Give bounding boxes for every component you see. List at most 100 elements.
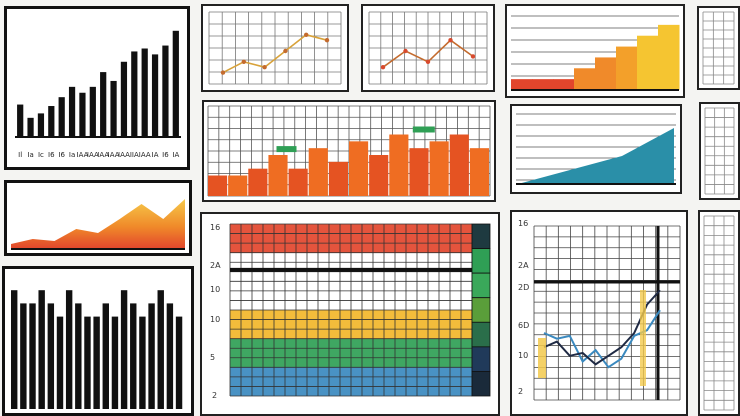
p10-side-cell xyxy=(471,223,491,249)
p1-tick-label: IAA xyxy=(97,151,109,159)
p6-bar xyxy=(228,175,248,196)
p6-marker xyxy=(276,146,297,153)
p9-bar xyxy=(75,303,82,409)
multi-line-panel: 16 2A 2D 6D 10 2 xyxy=(510,210,688,416)
p1-tick-label: I6 xyxy=(58,151,65,159)
p4-step xyxy=(595,57,617,90)
line-chart-small-a xyxy=(208,11,342,85)
p9-bar xyxy=(175,316,183,409)
p1-bar xyxy=(27,117,34,137)
p1-tick-label: Ia xyxy=(69,151,75,159)
line-y-label: 2 xyxy=(518,387,524,396)
p1-tick-label: Il xyxy=(18,151,22,159)
p1-bar xyxy=(68,86,76,137)
p1-bar xyxy=(100,72,107,137)
blue-area-chart xyxy=(516,113,676,185)
p1-bar xyxy=(141,48,148,137)
p3-svg-point xyxy=(380,65,386,70)
band-grid xyxy=(229,223,491,397)
p2-svg-line xyxy=(222,33,328,74)
p1-tick-label: I6 xyxy=(48,151,55,159)
p1-tick-label: IAA xyxy=(77,151,89,159)
grid-panel-far-right-bottom xyxy=(698,210,740,416)
p1-bar xyxy=(151,54,159,137)
p1-bar xyxy=(79,92,86,137)
multi-line-chart xyxy=(533,225,681,401)
p11-highlight xyxy=(538,338,546,378)
p9-bar xyxy=(47,303,55,409)
p1-tick-label: IIA xyxy=(130,151,139,159)
p1-bar xyxy=(120,61,128,137)
band-grid-panel: 16 2A 10 10 5 2 xyxy=(200,212,500,416)
p9-bar xyxy=(139,316,146,409)
p10-side-cell xyxy=(471,321,491,348)
band-y-label: 16 xyxy=(210,223,221,232)
p1-tick-label: I6 xyxy=(162,151,169,159)
p6-bar xyxy=(469,148,489,196)
p4-step xyxy=(658,24,680,90)
grid-panel-far-right-top xyxy=(697,6,740,90)
bar-chart-panel-top-left: Il Ia Ic I6 I6 Ia IAA IAA IAA IAA IAA IIA IAA IA I6 IA xyxy=(4,6,190,170)
p6-bar xyxy=(288,168,308,196)
stepped-area-chart-top xyxy=(511,15,680,91)
p2-svg-point xyxy=(283,48,288,54)
histogram-center xyxy=(207,105,491,197)
p1-bar xyxy=(131,51,138,138)
p9-bar xyxy=(65,290,73,409)
p4-step xyxy=(511,79,533,90)
bar-chart-bottom-left xyxy=(11,290,183,409)
p1-tick-label: IAA xyxy=(118,151,130,159)
grid-panel-far-right-middle xyxy=(699,102,740,200)
p6-bar xyxy=(409,148,429,196)
p9-bar xyxy=(38,290,45,409)
p4-step xyxy=(532,79,554,90)
p1-tick-label: IA xyxy=(152,151,159,159)
p9-bar xyxy=(11,290,18,409)
p1-bar xyxy=(58,97,65,137)
p10-side-cell xyxy=(471,346,491,372)
p3-svg-point xyxy=(470,54,476,59)
p1-tick-label: IAA xyxy=(108,151,120,159)
p9-bar xyxy=(166,303,174,409)
p6-bar xyxy=(389,134,409,196)
p9-bar xyxy=(148,303,155,409)
p6-bar xyxy=(449,134,469,196)
band-y-label: 2A xyxy=(210,261,221,270)
p9-bar xyxy=(130,303,137,409)
p1-bar xyxy=(162,45,169,137)
p4-step xyxy=(637,35,659,90)
p6-bar xyxy=(328,161,348,196)
p4-step xyxy=(553,79,575,90)
p8-area xyxy=(11,199,185,249)
p6-marker xyxy=(412,126,435,133)
p6-bar xyxy=(308,148,328,196)
line-y-label: 2A xyxy=(518,261,529,270)
p1-tick-label: IAA xyxy=(139,151,151,159)
p3-svg-point xyxy=(425,59,431,64)
p3-svg-point xyxy=(448,38,453,43)
line-y-label: 10 xyxy=(518,351,529,360)
p10-side-cell xyxy=(471,272,491,299)
band-y-label: 10 xyxy=(210,285,221,294)
p6-bar xyxy=(248,168,268,196)
grid-far-right-bottom xyxy=(703,215,735,411)
stepped-area-panel-top xyxy=(505,4,685,98)
p9-bar xyxy=(120,290,128,409)
p9-bar xyxy=(111,316,119,409)
p1-bar xyxy=(17,104,24,137)
grid-far-right-middle xyxy=(704,107,735,195)
p2-svg-point xyxy=(262,65,267,70)
band-y-label: 10 xyxy=(210,315,221,324)
p6-bar xyxy=(369,155,389,196)
p1-tick-label: Ic xyxy=(38,151,44,159)
grid-far-right-top xyxy=(702,11,735,85)
p1-tick-label: Ia xyxy=(27,151,33,159)
p9-bar xyxy=(20,303,27,409)
p1-bar xyxy=(89,86,96,137)
p9-bar xyxy=(102,303,109,409)
p6-bar xyxy=(429,141,449,196)
line-y-label: 16 xyxy=(518,219,529,228)
p9-bar xyxy=(56,316,64,409)
